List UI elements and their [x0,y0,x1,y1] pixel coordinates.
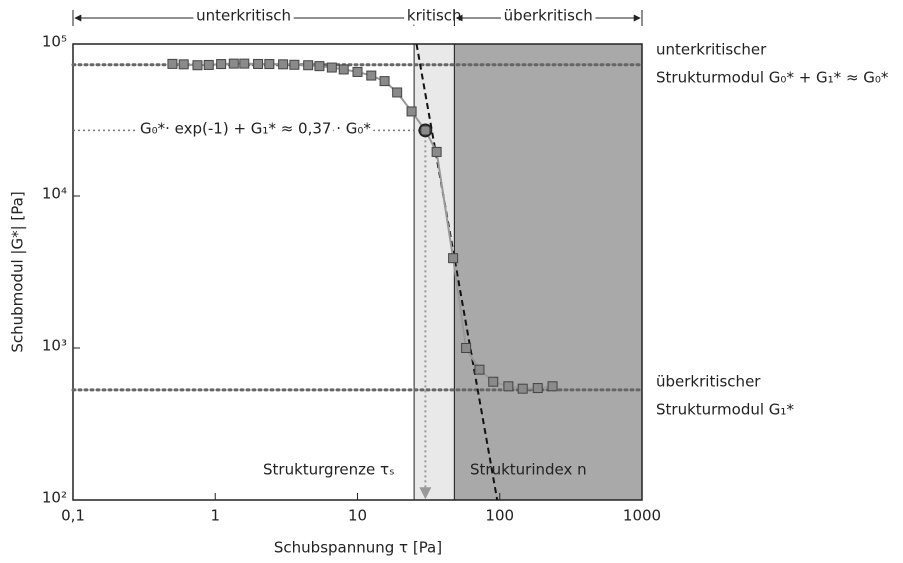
x-tick-label: 10 [348,507,367,525]
point [420,125,431,136]
y-tick-label: 10⁵ [42,33,67,51]
y-tick-label: 10³ [42,337,67,355]
point [167,58,178,69]
point [303,60,314,71]
fit-line [415,43,499,501]
region [453,43,643,501]
y-tick-label: 10² [42,489,67,507]
threshold-point [418,123,433,138]
point [239,58,250,69]
point [253,58,264,69]
annotation: überkritischer [656,373,761,391]
point [474,364,485,375]
point [448,253,459,264]
point [264,59,275,70]
y-tick-label: 10⁴ [42,185,67,203]
annotation: Strukturmodul G₁* [656,401,794,419]
point [406,106,417,117]
point [517,383,528,394]
point [379,76,390,87]
point [503,381,514,392]
point [289,59,300,70]
point [352,66,363,77]
point [314,61,325,72]
x-tick-label: 1 [210,507,220,525]
x-tick-label: 1000 [623,507,661,525]
annotation: unterkritischer [656,41,767,59]
point [203,59,214,70]
point [461,343,472,353]
point [488,376,499,387]
y-axis-title: Schubmodul |G*| [Pa] [9,191,27,352]
region-label: kritisch [407,7,462,25]
point [228,58,239,69]
point [278,59,289,70]
x-tick-label: 0,1 [61,507,85,525]
point [192,60,203,71]
point [431,146,442,157]
point [216,59,227,70]
point [366,70,377,81]
region-label: überkritisch [504,7,593,25]
region-label: unterkritisch [196,7,291,25]
annotation: G₀*· exp(-1) + G₁* ≈ 0,37 · G₀* [140,120,371,138]
point [392,87,403,98]
annotation: Strukturgrenze τₛ [263,461,395,479]
annotation: Strukturmodul G₀* + G₁* ≈ G₀* [656,69,889,87]
x-tick-label: 100 [485,507,514,525]
x-axis-title: Schubspannung τ [Pa] [274,539,442,557]
point [547,381,558,392]
point [178,59,189,70]
region [413,43,455,501]
point [326,62,337,73]
annotation: Strukturindex n [470,461,587,479]
point [338,64,349,75]
point [532,383,543,394]
